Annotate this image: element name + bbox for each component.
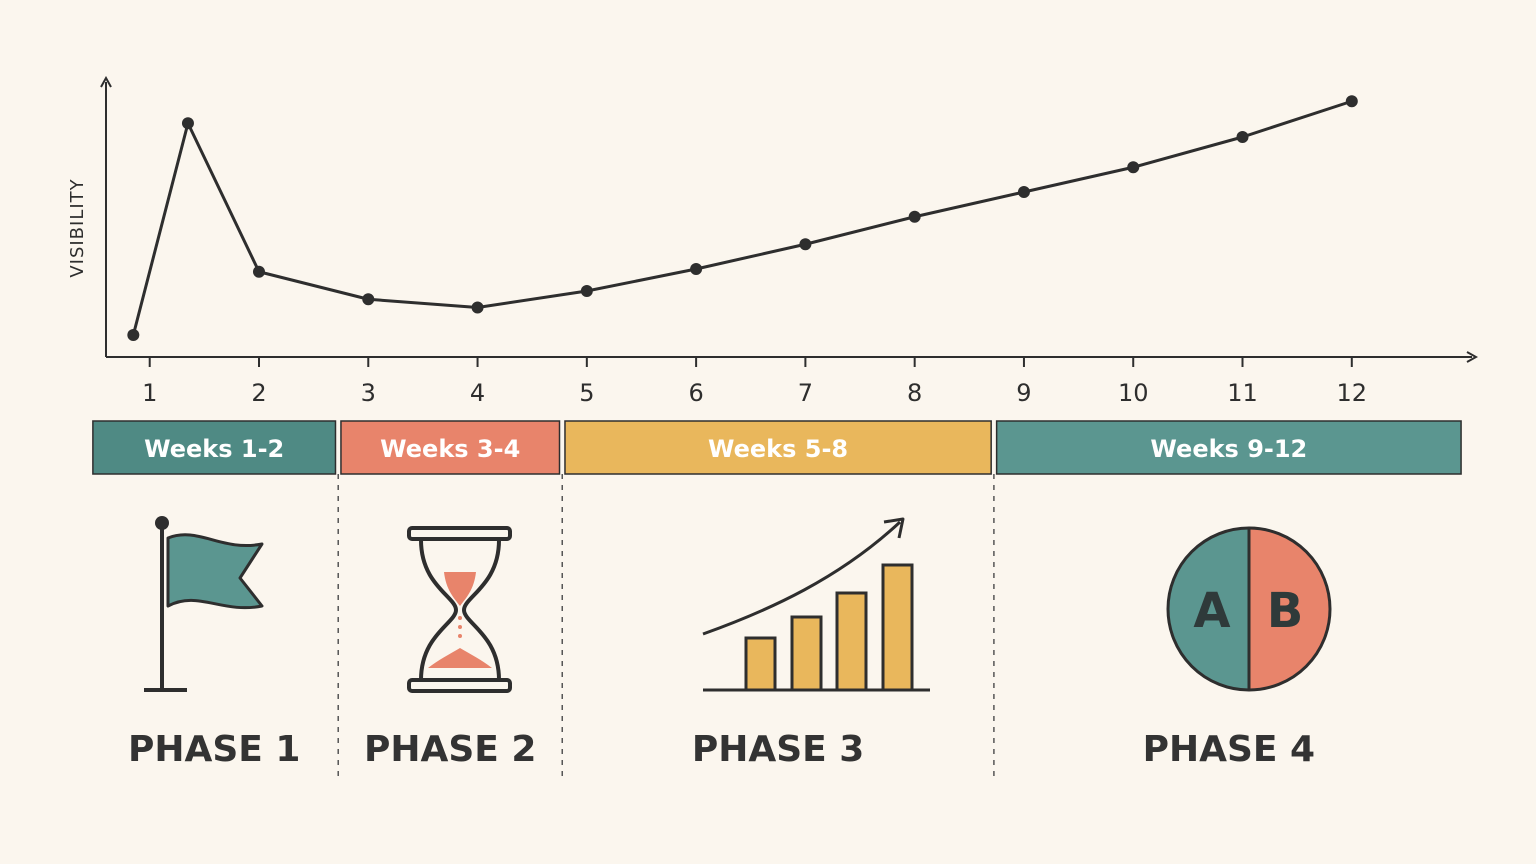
data-point (799, 238, 812, 251)
phase-band (340, 420, 561, 475)
phase-dividers (337, 474, 995, 778)
data-point (1236, 131, 1249, 143)
data-point (127, 329, 140, 341)
x-tick-label: 8 (907, 379, 922, 407)
phase-band (995, 420, 1462, 475)
phase-band-label: Weeks 9-12 (1150, 435, 1307, 463)
phase-band-label: Weeks 1-2 (144, 435, 284, 463)
phase-label: PHASE 2 (364, 729, 536, 770)
x-tick-label: 7 (798, 379, 813, 407)
data-point (580, 285, 593, 297)
x-tick-label: 6 (688, 379, 703, 407)
series-line (131, 99, 1353, 336)
variant-a-label: A (1193, 583, 1230, 639)
data-point (471, 301, 484, 314)
data-point (362, 293, 375, 306)
variant-b-label: B (1267, 583, 1304, 639)
data-point (1017, 186, 1030, 198)
x-tick-label: 2 (251, 379, 266, 407)
x-tick-label: 9 (1016, 379, 1031, 407)
data-point (1127, 161, 1140, 174)
x-ticks: 1 2 3 4 5 6 7 8 9 10 11 12 (142, 357, 1367, 407)
x-tick-label: 10 (1118, 379, 1149, 407)
data-point (1345, 95, 1358, 108)
flag-icon (144, 516, 264, 692)
x-tick-label: 1 (142, 379, 157, 407)
growth-bar-chart-icon (702, 517, 930, 692)
phase-band-label: Weeks 5-8 (708, 435, 848, 463)
x-tick-label: 11 (1227, 379, 1258, 407)
phase-band (564, 420, 992, 475)
phase-label: PHASE 1 (128, 729, 300, 770)
phase-band (92, 420, 337, 475)
x-tick-label: 5 (579, 379, 594, 407)
x-tick-label: 12 (1337, 379, 1368, 407)
x-tick-label: 3 (361, 379, 376, 407)
phase-label: PHASE 4 (1143, 729, 1315, 770)
phase-band-label: Weeks 3-4 (380, 435, 520, 463)
hourglass-icon (407, 526, 512, 693)
phase-bands: Weeks 1-2 Weeks 3-4 Weeks 5-8 Weeks 9-12 (92, 420, 1462, 475)
data-point (252, 265, 265, 278)
series-visibility (127, 95, 1358, 341)
phase-labels: PHASE 1 PHASE 2 PHASE 3 PHASE 4 (128, 729, 1315, 770)
x-tick-label: 4 (470, 379, 485, 407)
ab-test-icon: A B (1166, 526, 1332, 692)
data-point (181, 117, 194, 130)
data-point (908, 210, 921, 223)
data-point (690, 263, 703, 275)
y-axis-title: VISIBILITY (67, 178, 88, 277)
phase-label: PHASE 3 (692, 729, 864, 770)
